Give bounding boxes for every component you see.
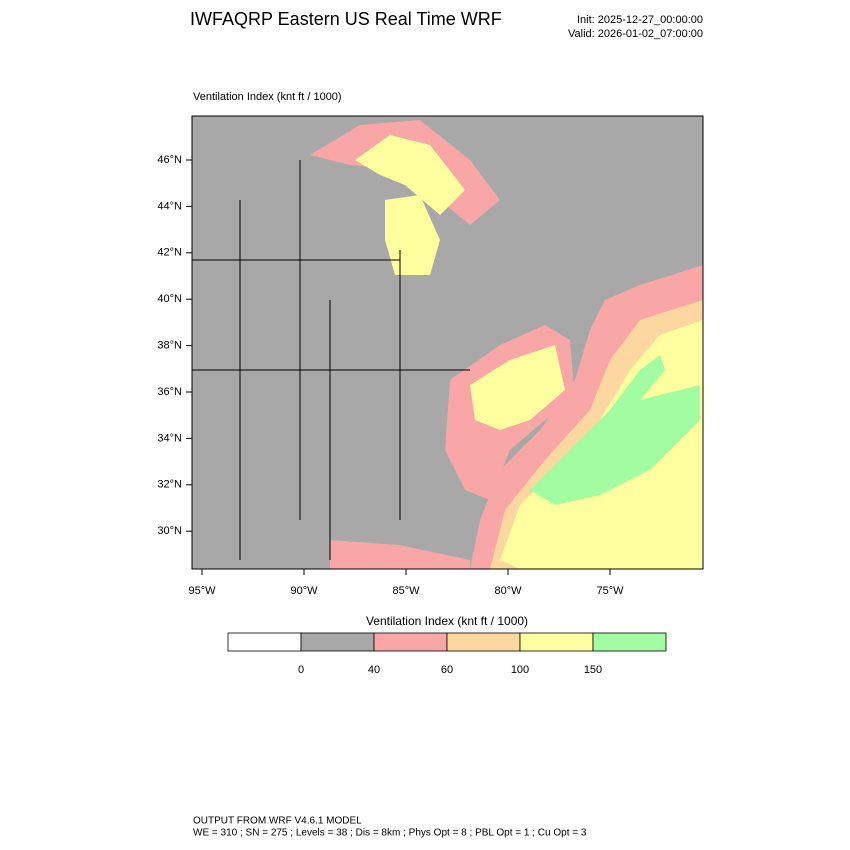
colorbar-box	[227, 632, 302, 652]
michigan-yellow	[385, 195, 440, 275]
lon-tick-label: 80°W	[494, 585, 522, 597]
colorbar-label: 60	[441, 664, 453, 676]
ocean-green	[530, 355, 700, 505]
lat-tick-label: 38°N	[157, 340, 182, 352]
lat-tick-label: 32°N	[157, 479, 182, 491]
colorbar-label: 0	[298, 664, 304, 676]
lat-tick-label: 34°N	[157, 432, 182, 444]
lon-tick-label: 90°W	[290, 585, 318, 597]
lon-tick-label: 95°W	[188, 585, 216, 597]
lat-tick-label: 46°N	[157, 154, 182, 166]
colorbar-label: 150	[584, 664, 602, 676]
state-borders	[192, 160, 470, 560]
colorbar-box	[446, 632, 521, 652]
colorbar-box	[592, 632, 667, 652]
title: IWFAQRP Eastern US Real Time WRF	[190, 9, 502, 29]
lake-yellow	[355, 135, 465, 215]
lat-tick-label: 42°N	[157, 247, 182, 259]
lat-tick-label: 44°N	[157, 200, 182, 212]
colorbar-label: 100	[511, 664, 529, 676]
colorbar-box	[300, 632, 375, 652]
valid-time: Valid: 2026-01-02_07:00:00	[568, 28, 703, 40]
footer-line: WE = 310 ; SN = 275 ; Levels = 38 ; Dis …	[193, 828, 587, 839]
colorbar-label: 40	[368, 664, 380, 676]
gulf-pink	[330, 540, 470, 569]
map	[191, 115, 704, 570]
footer-line: OUTPUT FROM WRF V4.6.1 MODEL	[193, 816, 362, 827]
lat-tick-label: 36°N	[157, 386, 182, 398]
colorbar-box	[519, 632, 594, 652]
lon-tick-label: 75°W	[596, 585, 624, 597]
init-time: Init: 2025-12-27_00:00:00	[577, 14, 703, 26]
colorbar-title: Ventilation Index (knt ft / 1000)	[366, 614, 528, 628]
lat-tick-label: 40°N	[157, 293, 182, 305]
lon-tick-label: 85°W	[392, 585, 420, 597]
land-yellow	[470, 345, 565, 430]
map-label: Ventilation Index (knt ft / 1000)	[193, 91, 342, 103]
lat-tick-label: 30°N	[157, 525, 182, 537]
map-frame	[191, 115, 704, 570]
colorbar-box	[373, 632, 448, 652]
